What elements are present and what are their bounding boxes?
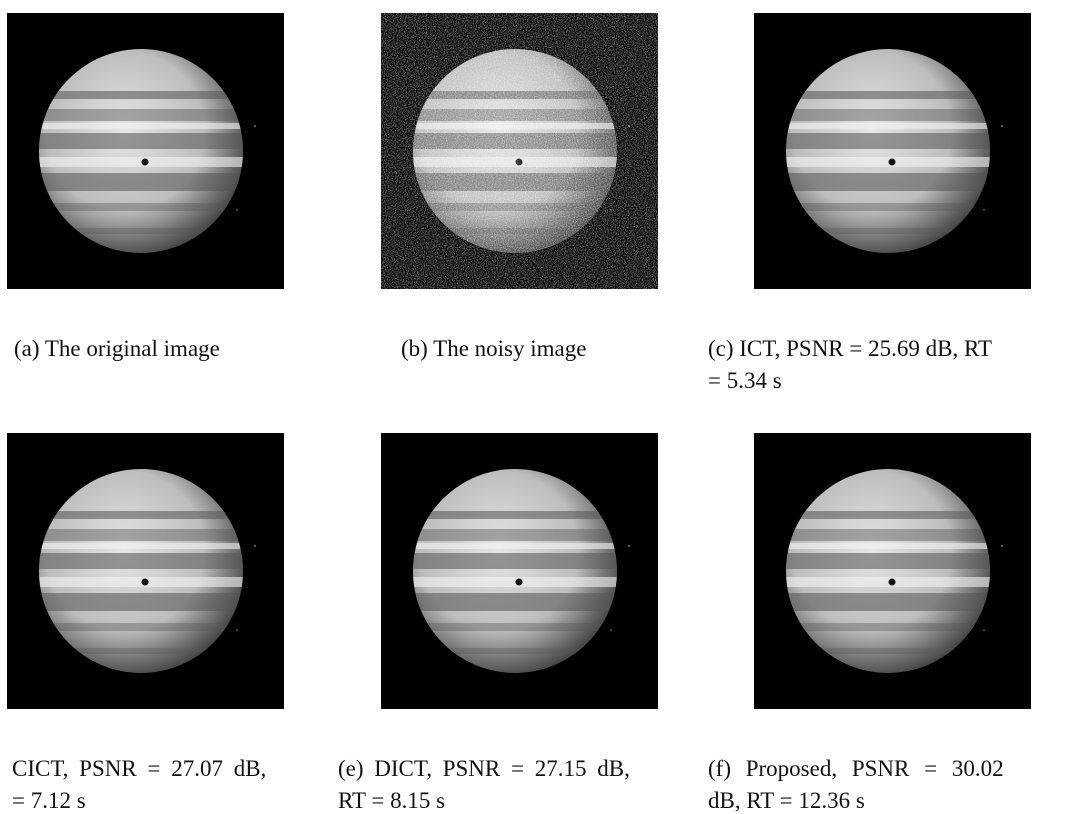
cict-image xyxy=(7,433,284,709)
caption: (c) ICT, PSNR = 25.69 dB, RT xyxy=(708,337,992,360)
figure: (a) The original image (b) The noisy ima… xyxy=(0,0,1077,814)
dict-image xyxy=(381,433,658,709)
original-image xyxy=(7,13,284,289)
caption: (e) DICT, PSNR = 27.15 dB, xyxy=(338,757,630,780)
caption: CICT, PSNR = 27.07 dB, xyxy=(12,757,266,780)
caption: = 5.34 s xyxy=(708,369,782,392)
noisy-image xyxy=(381,13,658,289)
ict-image xyxy=(754,13,1031,289)
caption: (a) The original image xyxy=(14,337,220,360)
caption: RT = 8.15 s xyxy=(338,789,445,812)
caption: (b) The noisy image xyxy=(401,337,586,360)
caption: = 7.12 s xyxy=(12,789,86,812)
proposed-image xyxy=(754,433,1031,709)
caption: (f) Proposed, PSNR = 30.02 xyxy=(708,757,1004,780)
caption: dB, RT = 12.36 s xyxy=(708,789,865,812)
